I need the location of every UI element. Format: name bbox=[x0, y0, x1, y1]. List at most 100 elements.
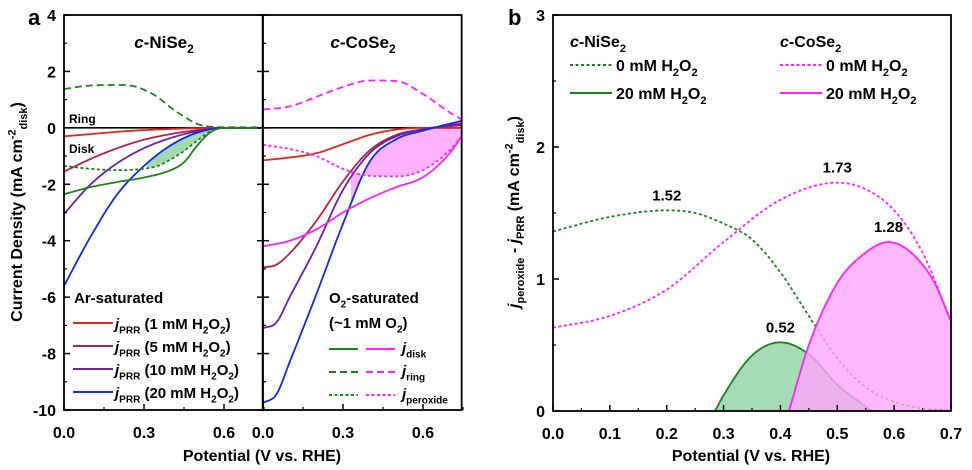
legend-label: jperoxide bbox=[400, 386, 448, 407]
legend-header-part: 2 bbox=[620, 43, 626, 55]
y-axis-title-part: PRR bbox=[515, 216, 527, 239]
y-axis-title: Current Density (mA cm-2disk) bbox=[6, 102, 30, 322]
plot-frame bbox=[262, 14, 463, 411]
subplot-title-part: 2 bbox=[389, 42, 396, 56]
legend-header: c-NiSe2 bbox=[570, 34, 626, 55]
legend-label-part: (10 mM H bbox=[140, 362, 211, 379]
x-axis-title-part: Potential (V vs. RHE) bbox=[672, 448, 830, 465]
disk-label-part: Disk bbox=[69, 142, 95, 156]
legend-label: jPRR (5 mM H2O2) bbox=[113, 339, 231, 360]
subplot-title: c-CoSe2 bbox=[330, 33, 396, 56]
legend-label-part: ring bbox=[406, 373, 425, 384]
legend-label-part: j bbox=[113, 316, 120, 333]
x-tick-label: 0.0 bbox=[53, 425, 75, 442]
x-axis-title: Potential (V vs. RHE) bbox=[672, 448, 830, 465]
legend-header-part: -CoSe bbox=[789, 34, 835, 51]
series-line bbox=[788, 241, 952, 412]
x-tick-label: 0.6 bbox=[213, 425, 235, 442]
y-tick-label: -10 bbox=[33, 403, 56, 420]
legend-label-part: 0 mM H bbox=[616, 58, 673, 75]
legend-title: O2-saturated bbox=[329, 290, 419, 311]
legend-label-part: 2 bbox=[691, 67, 697, 79]
series-line bbox=[262, 135, 463, 248]
legend-label: jring bbox=[400, 363, 425, 384]
legend-label: jdisk bbox=[400, 340, 427, 361]
ring-label-part: Ring bbox=[69, 112, 96, 126]
subplot-title-part: c bbox=[330, 33, 340, 52]
series-line bbox=[262, 135, 463, 178]
subplot-title-part: c bbox=[134, 33, 144, 52]
y-axis-title-part: - bbox=[506, 243, 523, 257]
legend-label-part: ) bbox=[234, 385, 239, 402]
legend-header-part: c bbox=[570, 34, 579, 51]
y-tick-label: 2 bbox=[47, 64, 56, 81]
legend-label-part: peroxide bbox=[406, 396, 448, 407]
y-axis-title: jperoxide - jPRR (mA cm-2disk) bbox=[503, 116, 527, 310]
legend-label-part: ) bbox=[234, 362, 239, 379]
legend-label-part: O bbox=[217, 362, 229, 379]
legend-label-part: j bbox=[400, 386, 407, 403]
y-tick-label: -8 bbox=[42, 347, 56, 364]
shaded-area bbox=[789, 242, 951, 411]
disk-label: Disk bbox=[69, 142, 95, 156]
legend-label-part: PRR bbox=[119, 372, 141, 383]
panel-label-a: a bbox=[28, 5, 41, 30]
legend-label-part: O bbox=[679, 58, 691, 75]
legend-label-part: (20 mM H bbox=[140, 385, 211, 402]
y-tick-label: 0 bbox=[47, 121, 56, 138]
y-axis-title-part: -2 bbox=[6, 130, 18, 140]
legend-title-part: O bbox=[329, 290, 341, 307]
x-axis-title-part: Potential (V vs. RHE) bbox=[183, 448, 341, 465]
legend-label: 0 mM H2O2 bbox=[616, 58, 698, 79]
legend-label-part: O bbox=[889, 58, 901, 75]
peak-value-label: 1.28 bbox=[874, 219, 903, 236]
x-tick-label: 0.7 bbox=[940, 426, 962, 443]
legend-title: Ar-saturated bbox=[74, 290, 163, 307]
legend-label-part: j bbox=[113, 385, 120, 402]
x-tick-label: 0.3 bbox=[712, 426, 734, 443]
legend-label-part: PRR bbox=[119, 326, 141, 337]
legend-label-part: 2 bbox=[228, 372, 234, 383]
legend-label-part: 2 bbox=[892, 95, 898, 107]
x-tick-label: 0.6 bbox=[883, 426, 905, 443]
series-line bbox=[63, 127, 263, 215]
legend-subtitle: (~1 mM O2) bbox=[329, 315, 408, 336]
y-tick-label: -6 bbox=[42, 290, 56, 307]
legend-label-part: 2 bbox=[673, 67, 679, 79]
subplot-title: c-NiSe2 bbox=[134, 33, 194, 56]
legend-label-part: PRR bbox=[119, 349, 141, 360]
peak-value-label: 0.52 bbox=[766, 319, 795, 336]
y-axis-title-part: j bbox=[506, 238, 523, 245]
legend-label-part: ) bbox=[226, 339, 231, 356]
legend-label-part: O bbox=[688, 86, 700, 103]
legend-label-part: 2 bbox=[211, 372, 217, 383]
legend-label-part: O bbox=[217, 385, 229, 402]
legend-label-part: 2 bbox=[883, 67, 889, 79]
y-tick-label: 4 bbox=[47, 8, 56, 25]
y-tick-label: -4 bbox=[42, 234, 56, 251]
shaded-region bbox=[146, 127, 224, 169]
series-line bbox=[552, 209, 952, 411]
legend-label-part: ) bbox=[226, 316, 231, 333]
legend-label: jPRR (10 mM H2O2) bbox=[113, 362, 239, 383]
ring-label: Ring bbox=[69, 112, 96, 126]
subplot-title-part: 2 bbox=[187, 42, 194, 56]
y-tick-label: 3 bbox=[536, 8, 545, 25]
subplot-title-part: -NiSe bbox=[144, 33, 187, 52]
legend-title-part: -saturated bbox=[346, 290, 419, 307]
legend-label-part: j bbox=[113, 362, 120, 379]
legend-label-part: 2 bbox=[203, 349, 209, 360]
x-tick-label: 0.5 bbox=[826, 426, 848, 443]
legend-label-part: O bbox=[208, 316, 220, 333]
legend-label-part: 2 bbox=[700, 95, 706, 107]
y-tick-label: 0 bbox=[536, 404, 545, 421]
legend-header-part: -NiSe bbox=[579, 34, 620, 51]
x-tick-label: 0.2 bbox=[656, 426, 678, 443]
x-tick-label: 0.4 bbox=[769, 426, 791, 443]
x-tick-label: 0.3 bbox=[332, 425, 354, 442]
y-axis-title-part: disk bbox=[18, 107, 30, 130]
y-axis-title-part: peroxide bbox=[515, 258, 527, 304]
legend-label-part: 0 mM H bbox=[826, 58, 883, 75]
y-axis-title-part: (mA cm bbox=[506, 153, 523, 216]
y-axis-title-part: disk bbox=[515, 121, 527, 144]
